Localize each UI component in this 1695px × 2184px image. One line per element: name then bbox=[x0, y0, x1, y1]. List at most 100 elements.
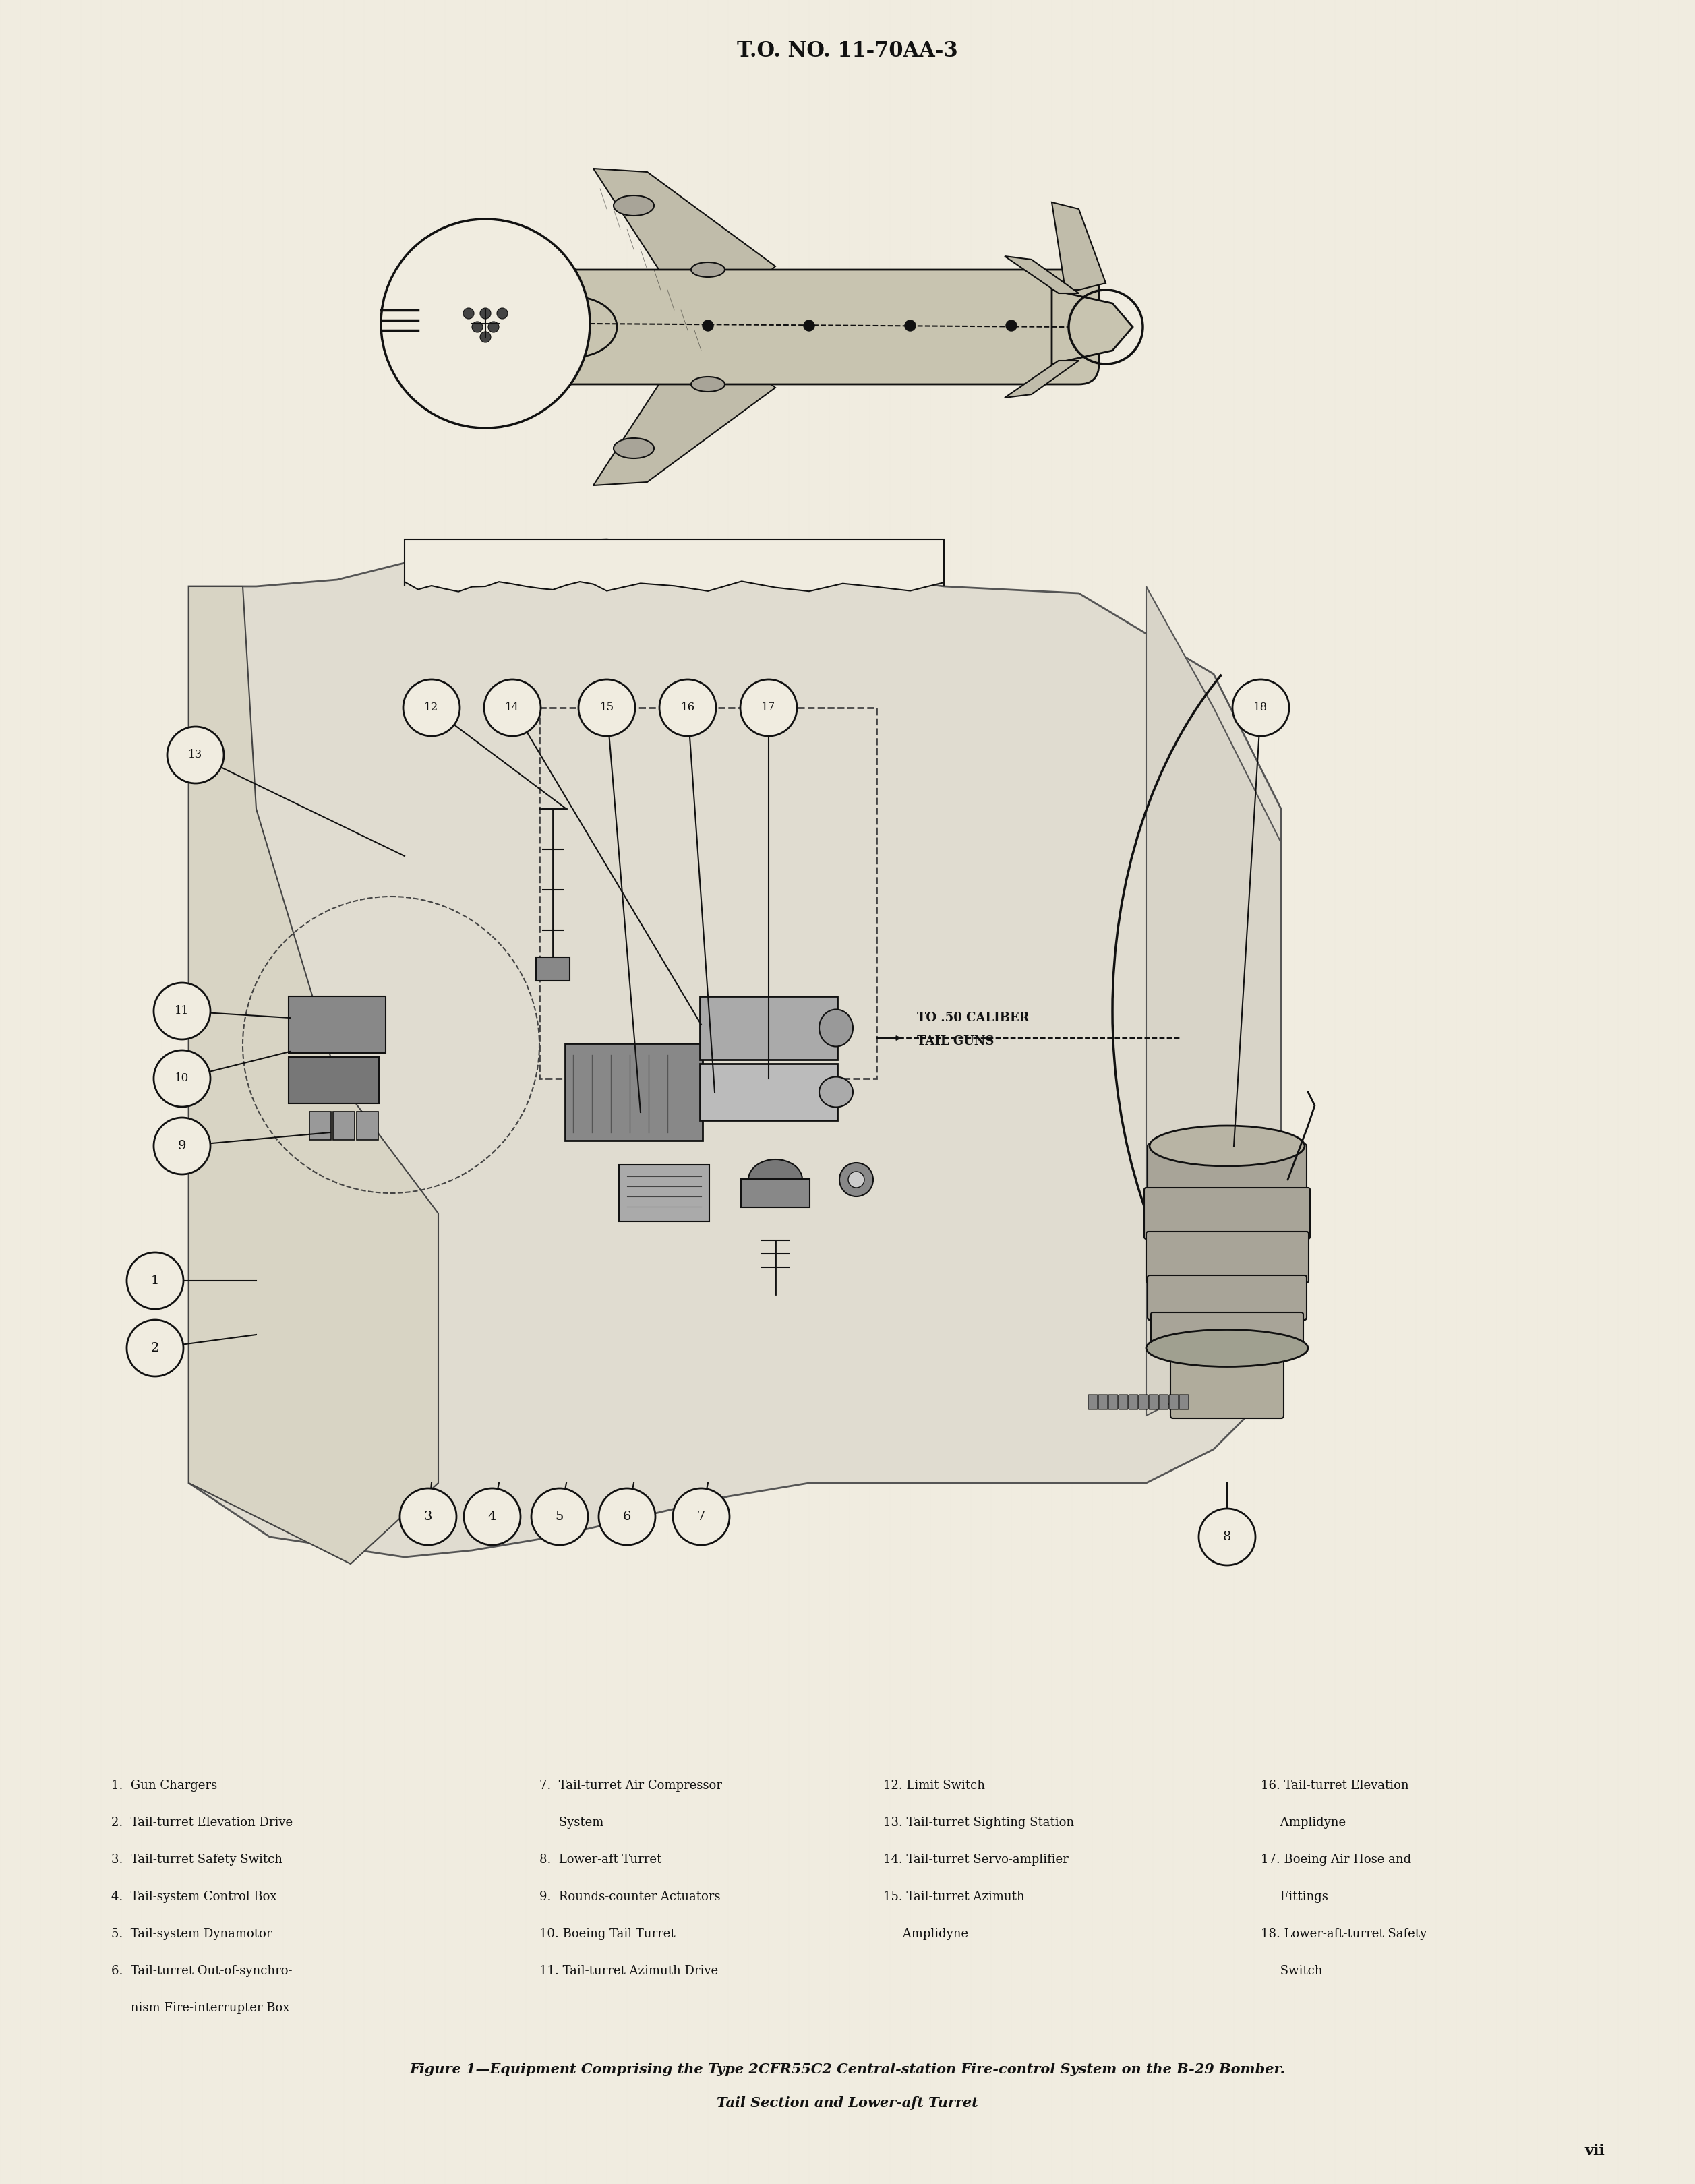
Circle shape bbox=[154, 983, 210, 1040]
Circle shape bbox=[488, 321, 498, 332]
Text: T.O. NO. 11-70AA-3: T.O. NO. 11-70AA-3 bbox=[737, 39, 958, 61]
Ellipse shape bbox=[692, 378, 725, 391]
FancyBboxPatch shape bbox=[619, 1164, 709, 1221]
Text: 2.  Tail-turret Elevation Drive: 2. Tail-turret Elevation Drive bbox=[112, 1817, 293, 1828]
Circle shape bbox=[578, 679, 636, 736]
Text: 12. Limit Switch: 12. Limit Switch bbox=[883, 1780, 985, 1791]
Ellipse shape bbox=[819, 1009, 853, 1046]
Text: 12: 12 bbox=[424, 701, 439, 714]
Circle shape bbox=[497, 308, 508, 319]
Text: 11. Tail-turret Azimuth Drive: 11. Tail-turret Azimuth Drive bbox=[539, 1966, 719, 1977]
Text: 14. Tail-turret Servo-amplifier: 14. Tail-turret Servo-amplifier bbox=[883, 1854, 1068, 1865]
Text: 4.  Tail-system Control Box: 4. Tail-system Control Box bbox=[112, 1891, 276, 1902]
Text: 13. Tail-turret Sighting Station: 13. Tail-turret Sighting Station bbox=[883, 1817, 1075, 1828]
Circle shape bbox=[168, 727, 224, 784]
FancyBboxPatch shape bbox=[1151, 1313, 1303, 1350]
Text: 14: 14 bbox=[505, 701, 520, 714]
FancyBboxPatch shape bbox=[1129, 1396, 1137, 1409]
Circle shape bbox=[485, 679, 541, 736]
FancyBboxPatch shape bbox=[356, 1112, 378, 1140]
Circle shape bbox=[741, 679, 797, 736]
Circle shape bbox=[480, 308, 492, 319]
FancyBboxPatch shape bbox=[564, 1044, 702, 1140]
Ellipse shape bbox=[614, 197, 654, 216]
Ellipse shape bbox=[1149, 1125, 1305, 1166]
FancyBboxPatch shape bbox=[288, 996, 386, 1053]
Polygon shape bbox=[1146, 587, 1281, 1415]
Circle shape bbox=[598, 1487, 656, 1544]
Text: 3: 3 bbox=[424, 1511, 432, 1522]
Circle shape bbox=[847, 1171, 864, 1188]
Text: 5: 5 bbox=[556, 1511, 564, 1522]
Text: 18. Lower-aft-turret Safety: 18. Lower-aft-turret Safety bbox=[1261, 1928, 1427, 1939]
FancyBboxPatch shape bbox=[1109, 1396, 1119, 1409]
FancyBboxPatch shape bbox=[1144, 1188, 1310, 1238]
FancyBboxPatch shape bbox=[288, 1057, 380, 1103]
Text: TO .50 CALIBER: TO .50 CALIBER bbox=[917, 1011, 1029, 1024]
Ellipse shape bbox=[614, 439, 654, 459]
Circle shape bbox=[480, 332, 492, 343]
Circle shape bbox=[154, 1051, 210, 1107]
Circle shape bbox=[659, 679, 715, 736]
Circle shape bbox=[127, 1319, 183, 1376]
Text: Amplidyne: Amplidyne bbox=[1261, 1817, 1346, 1828]
FancyBboxPatch shape bbox=[1098, 1396, 1109, 1409]
FancyBboxPatch shape bbox=[1139, 1396, 1148, 1409]
FancyBboxPatch shape bbox=[1159, 1396, 1168, 1409]
Circle shape bbox=[1198, 1509, 1256, 1566]
Polygon shape bbox=[593, 168, 775, 297]
Text: vii: vii bbox=[1585, 2143, 1605, 2158]
FancyBboxPatch shape bbox=[532, 269, 1098, 384]
Circle shape bbox=[471, 321, 483, 332]
Text: 8.  Lower-aft Turret: 8. Lower-aft Turret bbox=[539, 1854, 661, 1865]
Text: 8: 8 bbox=[1222, 1531, 1231, 1542]
Text: 7.  Tail-turret Air Compressor: 7. Tail-turret Air Compressor bbox=[539, 1780, 722, 1791]
Text: 2: 2 bbox=[151, 1343, 159, 1354]
Text: 17: 17 bbox=[761, 701, 776, 714]
FancyBboxPatch shape bbox=[1149, 1396, 1158, 1409]
Circle shape bbox=[403, 679, 459, 736]
Text: 17. Boeing Air Hose and: 17. Boeing Air Hose and bbox=[1261, 1854, 1412, 1865]
Ellipse shape bbox=[819, 1077, 853, 1107]
FancyBboxPatch shape bbox=[1170, 1396, 1178, 1409]
Polygon shape bbox=[1053, 290, 1132, 365]
Polygon shape bbox=[1005, 360, 1078, 397]
Text: 6.  Tail-turret Out-of-synchro-: 6. Tail-turret Out-of-synchro- bbox=[112, 1966, 292, 1977]
Text: Fittings: Fittings bbox=[1261, 1891, 1329, 1902]
Circle shape bbox=[464, 1487, 520, 1544]
Text: Switch: Switch bbox=[1261, 1966, 1322, 1977]
Text: 3.  Tail-turret Safety Switch: 3. Tail-turret Safety Switch bbox=[112, 1854, 283, 1865]
Text: 1.  Gun Chargers: 1. Gun Chargers bbox=[112, 1780, 217, 1791]
Text: 5.  Tail-system Dynamotor: 5. Tail-system Dynamotor bbox=[112, 1928, 271, 1939]
FancyBboxPatch shape bbox=[1171, 1358, 1283, 1417]
Polygon shape bbox=[405, 539, 944, 592]
FancyBboxPatch shape bbox=[1088, 1396, 1098, 1409]
Text: 15: 15 bbox=[600, 701, 614, 714]
Text: Amplidyne: Amplidyne bbox=[883, 1928, 968, 1939]
FancyBboxPatch shape bbox=[1148, 1144, 1307, 1195]
FancyBboxPatch shape bbox=[1148, 1275, 1307, 1319]
Circle shape bbox=[381, 218, 590, 428]
Polygon shape bbox=[188, 587, 439, 1564]
Text: Figure 1—Equipment Comprising the Type 2CFR55C2 Central-station Fire-control Sys: Figure 1—Equipment Comprising the Type 2… bbox=[410, 2062, 1285, 2077]
Text: 10. Boeing Tail Turret: 10. Boeing Tail Turret bbox=[539, 1928, 675, 1939]
FancyBboxPatch shape bbox=[1119, 1396, 1127, 1409]
FancyBboxPatch shape bbox=[700, 1064, 837, 1120]
Text: TAIL GUNS: TAIL GUNS bbox=[917, 1035, 993, 1048]
Circle shape bbox=[839, 1162, 873, 1197]
FancyBboxPatch shape bbox=[310, 1112, 331, 1140]
Bar bbox=[539, 708, 876, 1079]
Text: 18: 18 bbox=[1254, 701, 1268, 714]
Text: 16. Tail-turret Elevation: 16. Tail-turret Elevation bbox=[1261, 1780, 1409, 1791]
Ellipse shape bbox=[749, 1160, 802, 1199]
Text: 6: 6 bbox=[622, 1511, 631, 1522]
Circle shape bbox=[531, 1487, 588, 1544]
Text: 11: 11 bbox=[175, 1005, 190, 1018]
Circle shape bbox=[673, 1487, 729, 1544]
Circle shape bbox=[905, 321, 915, 332]
FancyBboxPatch shape bbox=[700, 996, 837, 1059]
Circle shape bbox=[463, 308, 475, 319]
Text: 4: 4 bbox=[488, 1511, 497, 1522]
Circle shape bbox=[803, 321, 815, 332]
FancyBboxPatch shape bbox=[332, 1112, 354, 1140]
